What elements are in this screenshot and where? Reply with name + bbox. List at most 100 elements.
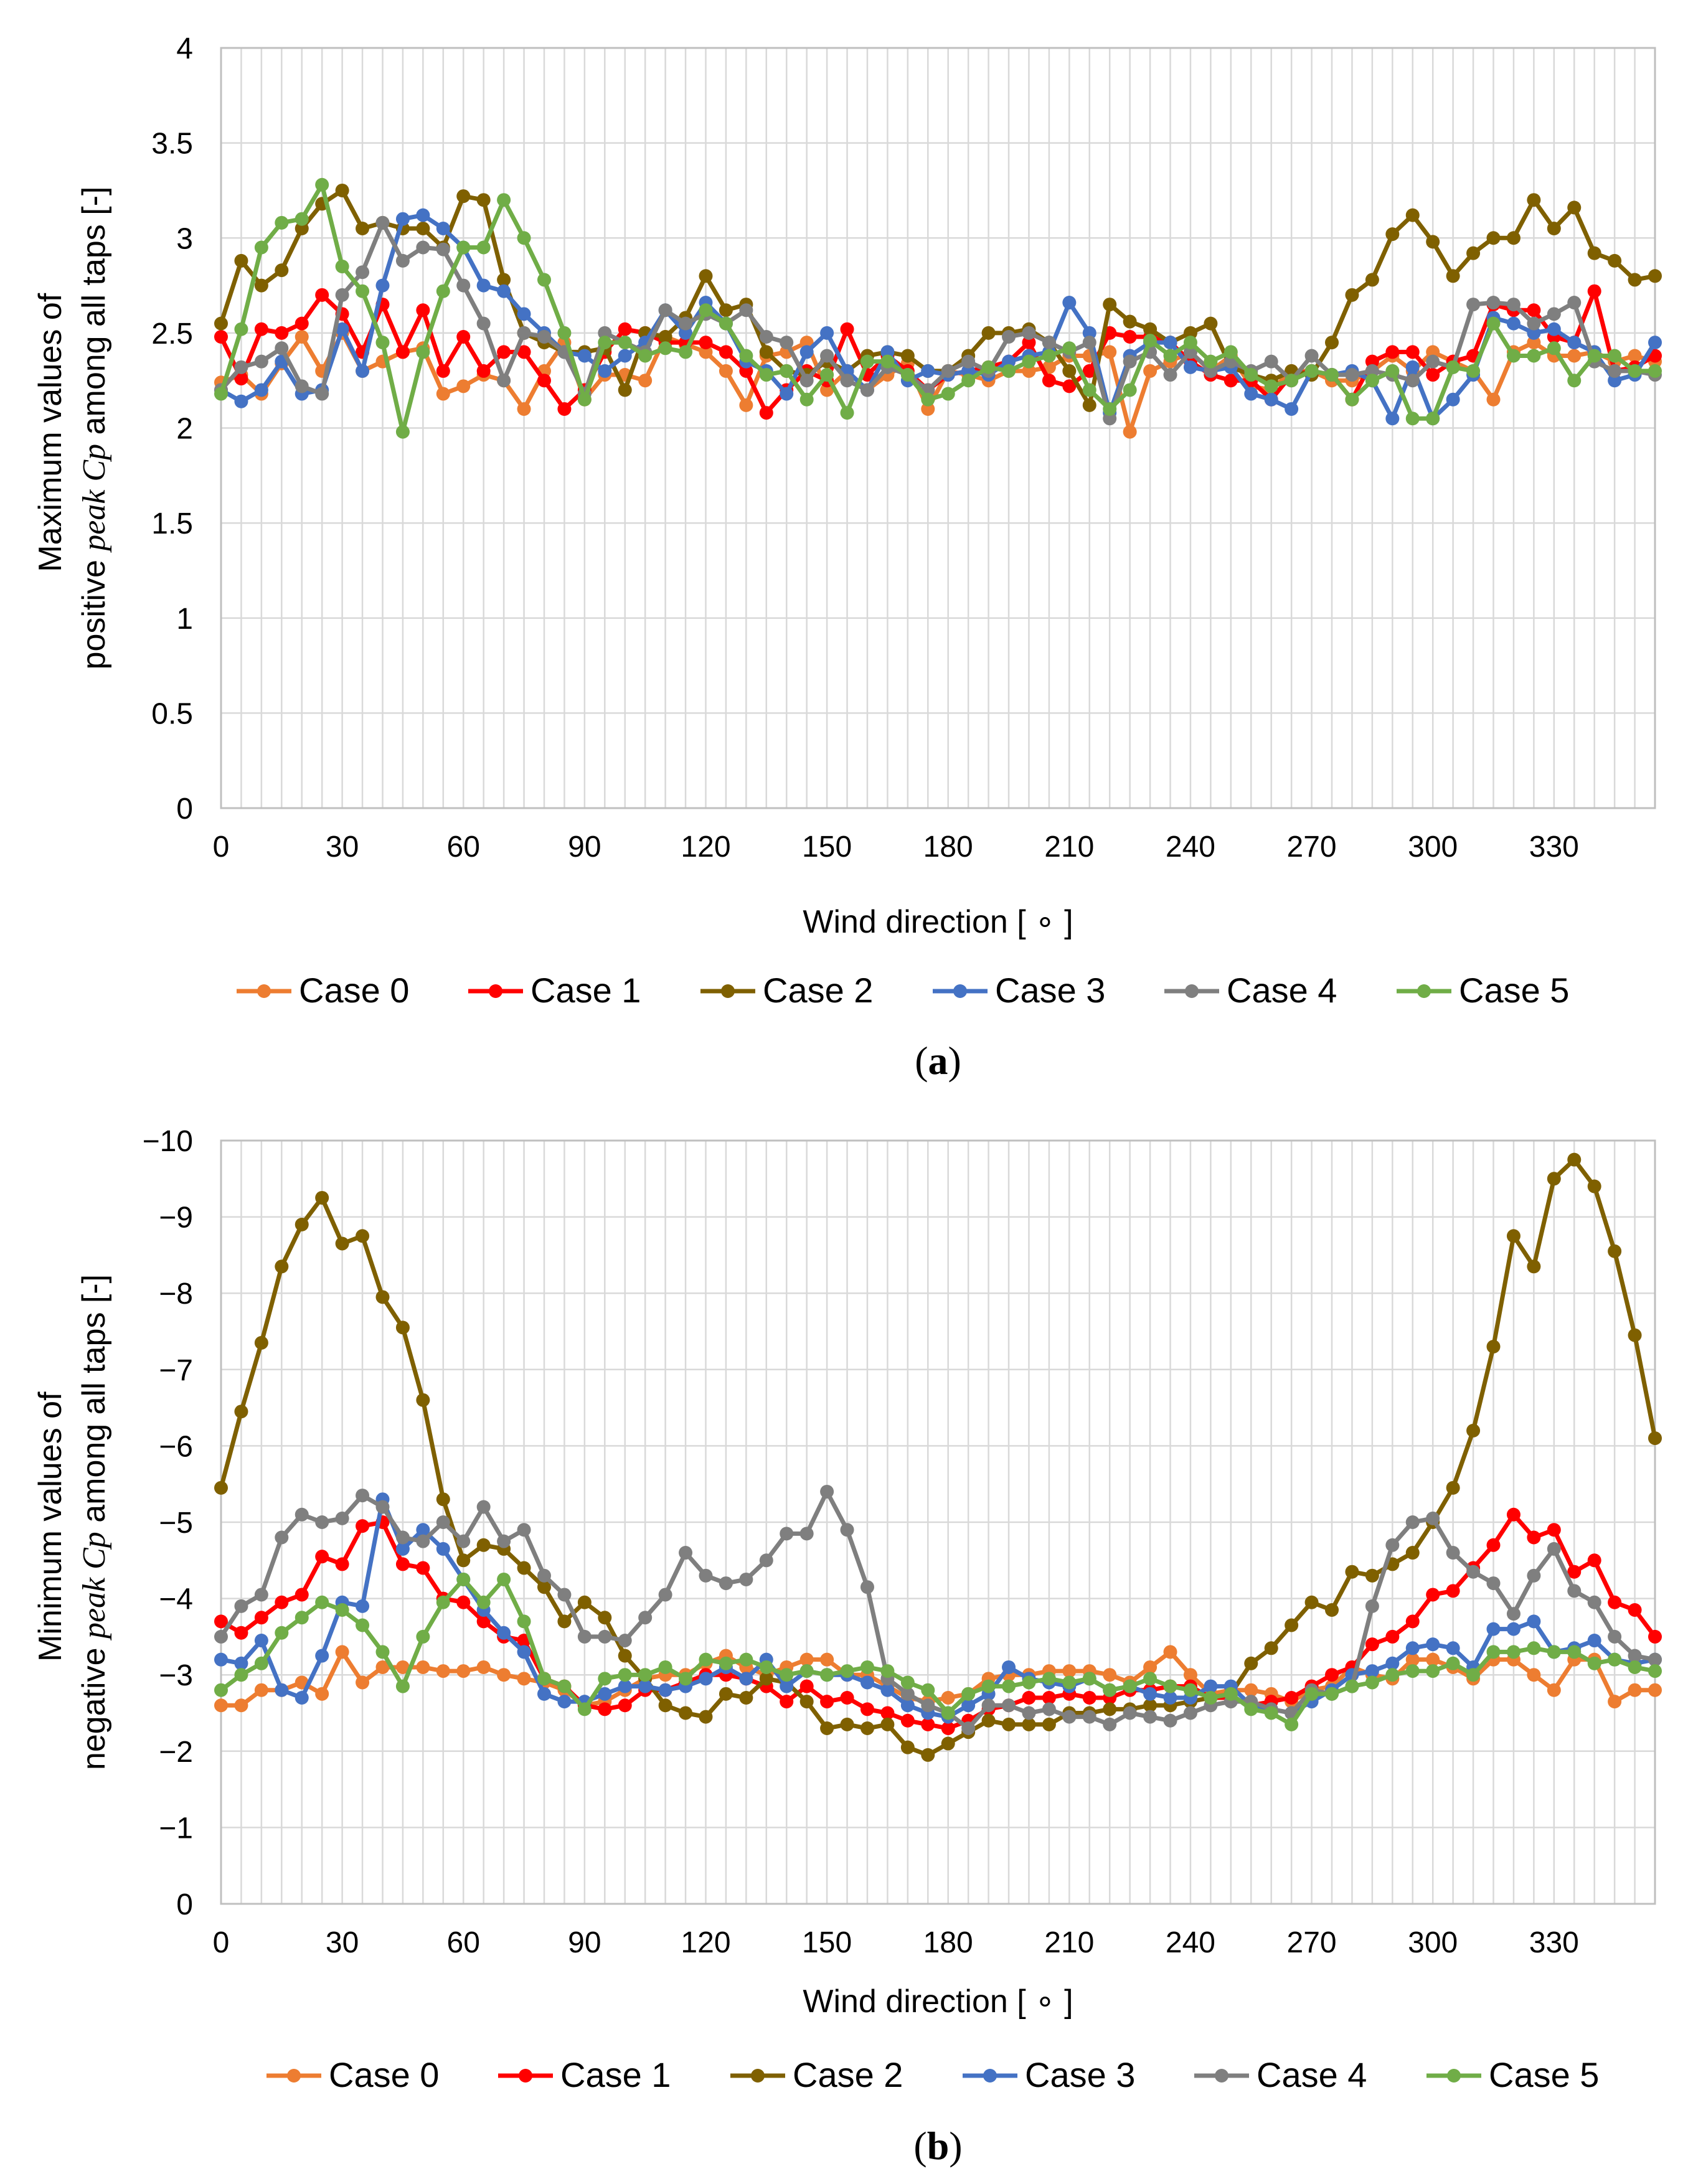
data-point-case-1 — [618, 322, 632, 336]
data-point-case-2 — [1466, 246, 1481, 260]
data-point-case-2 — [416, 1393, 430, 1407]
y-tick-label: −6 — [159, 1430, 193, 1463]
data-point-case-5 — [436, 1595, 450, 1609]
x-tick-label: 150 — [802, 831, 852, 864]
data-point-case-2 — [356, 1229, 370, 1243]
data-point-case-5 — [739, 1652, 753, 1667]
data-point-case-0 — [921, 402, 935, 416]
data-point-case-4 — [1082, 1710, 1096, 1724]
data-point-case-0 — [456, 1664, 471, 1678]
data-point-case-4 — [1527, 316, 1541, 331]
data-point-case-3 — [961, 364, 976, 378]
data-point-case-1 — [517, 345, 531, 359]
data-point-case-5 — [1304, 364, 1319, 378]
data-point-case-3 — [1365, 1664, 1379, 1678]
data-point-case-2 — [214, 316, 228, 331]
y-tick-label: 1 — [176, 603, 193, 636]
data-point-case-4 — [1486, 296, 1501, 310]
data-point-case-3 — [1608, 374, 1622, 388]
data-point-case-4 — [658, 1588, 672, 1602]
data-point-case-1 — [295, 1588, 309, 1602]
data-point-case-4 — [295, 1507, 309, 1522]
data-point-case-5 — [860, 1660, 874, 1674]
data-point-case-2 — [1567, 1152, 1582, 1167]
legend-marker-case-4 — [1185, 984, 1199, 998]
y-tick-label: −8 — [159, 1278, 193, 1311]
data-point-case-4 — [1608, 1629, 1622, 1644]
data-point-case-4 — [395, 1530, 410, 1545]
data-point-case-3 — [1527, 1614, 1541, 1629]
data-point-case-1 — [1082, 1690, 1096, 1705]
series-line-case-5 — [219, 1577, 1656, 1727]
data-point-case-4 — [739, 303, 753, 318]
data-point-case-2 — [739, 1690, 753, 1705]
data-point-case-5 — [1204, 1690, 1218, 1705]
data-point-case-5 — [961, 1687, 976, 1701]
data-point-case-4 — [476, 1500, 491, 1514]
data-point-case-2 — [658, 329, 672, 344]
data-point-case-0 — [234, 1698, 248, 1713]
data-point-case-0 — [315, 1687, 329, 1701]
data-point-case-5 — [1042, 349, 1056, 363]
data-point-case-1 — [860, 1702, 874, 1716]
data-point-case-0 — [436, 387, 450, 401]
data-point-case-2 — [1405, 1546, 1420, 1560]
data-point-case-5 — [315, 1595, 329, 1609]
data-point-case-5 — [1304, 1687, 1319, 1701]
data-point-case-1 — [1022, 336, 1036, 350]
data-point-case-3 — [1183, 360, 1197, 374]
data-point-case-3 — [234, 394, 248, 408]
data-point-case-5 — [921, 1683, 935, 1697]
data-point-case-2 — [275, 1259, 289, 1274]
data-point-case-2 — [1082, 398, 1096, 412]
data-point-case-4 — [679, 1546, 693, 1560]
panel-a-grid — [220, 47, 1656, 809]
data-point-case-2 — [335, 183, 349, 197]
data-point-case-5 — [395, 425, 410, 439]
data-point-case-3 — [1486, 1622, 1501, 1636]
data-point-case-5 — [961, 374, 976, 388]
panel-b-legend: Case 0 Case 1 Case 2 Case 3 Case 4 Case 5 — [266, 2055, 1599, 2094]
data-point-case-4 — [1466, 298, 1481, 312]
data-point-case-1 — [1426, 368, 1440, 382]
panel-a-legend: Case 0 Case 1 Case 2 Case 3 Case 4 Case 5 — [237, 971, 1569, 1010]
data-point-case-5 — [557, 326, 572, 340]
data-point-case-1 — [436, 364, 450, 378]
data-point-case-4 — [1405, 1515, 1420, 1529]
data-point-case-0 — [1103, 345, 1117, 359]
data-point-case-2 — [618, 1649, 632, 1663]
data-point-case-4 — [981, 1698, 996, 1713]
data-point-case-4 — [356, 265, 370, 280]
data-point-case-2 — [941, 1736, 955, 1751]
data-point-case-5 — [456, 240, 471, 255]
data-point-case-2 — [921, 1748, 935, 1762]
series-line-case-2 — [219, 1157, 1657, 1758]
data-point-case-4 — [780, 336, 794, 350]
panel-a-label: (a) — [915, 1038, 961, 1083]
data-point-case-4 — [1062, 1710, 1077, 1724]
data-point-case-1 — [699, 336, 713, 350]
data-point-case-3 — [1082, 326, 1096, 340]
data-point-case-4 — [679, 316, 693, 331]
data-point-case-3 — [799, 345, 814, 359]
data-point-case-2 — [1143, 1698, 1158, 1713]
data-point-case-2 — [1648, 269, 1662, 283]
data-point-case-2 — [1002, 1717, 1016, 1731]
data-point-case-5 — [1587, 349, 1601, 363]
data-point-case-0 — [375, 1660, 390, 1674]
y-tick-label: 3.5 — [151, 128, 193, 161]
data-point-case-5 — [1325, 1687, 1339, 1701]
data-point-case-5 — [1405, 412, 1420, 426]
data-point-case-1 — [820, 1695, 834, 1709]
data-point-case-1 — [254, 322, 268, 336]
data-point-case-0 — [799, 1652, 814, 1667]
data-point-case-1 — [1405, 1614, 1420, 1629]
data-point-case-4 — [395, 253, 410, 268]
data-point-case-2 — [759, 1672, 773, 1686]
data-point-case-4 — [234, 1599, 248, 1613]
data-point-case-4 — [699, 1568, 713, 1583]
data-point-case-2 — [456, 1553, 471, 1568]
data-point-case-4 — [1304, 349, 1319, 363]
data-point-case-5 — [234, 1668, 248, 1682]
data-point-case-2 — [981, 1713, 996, 1728]
